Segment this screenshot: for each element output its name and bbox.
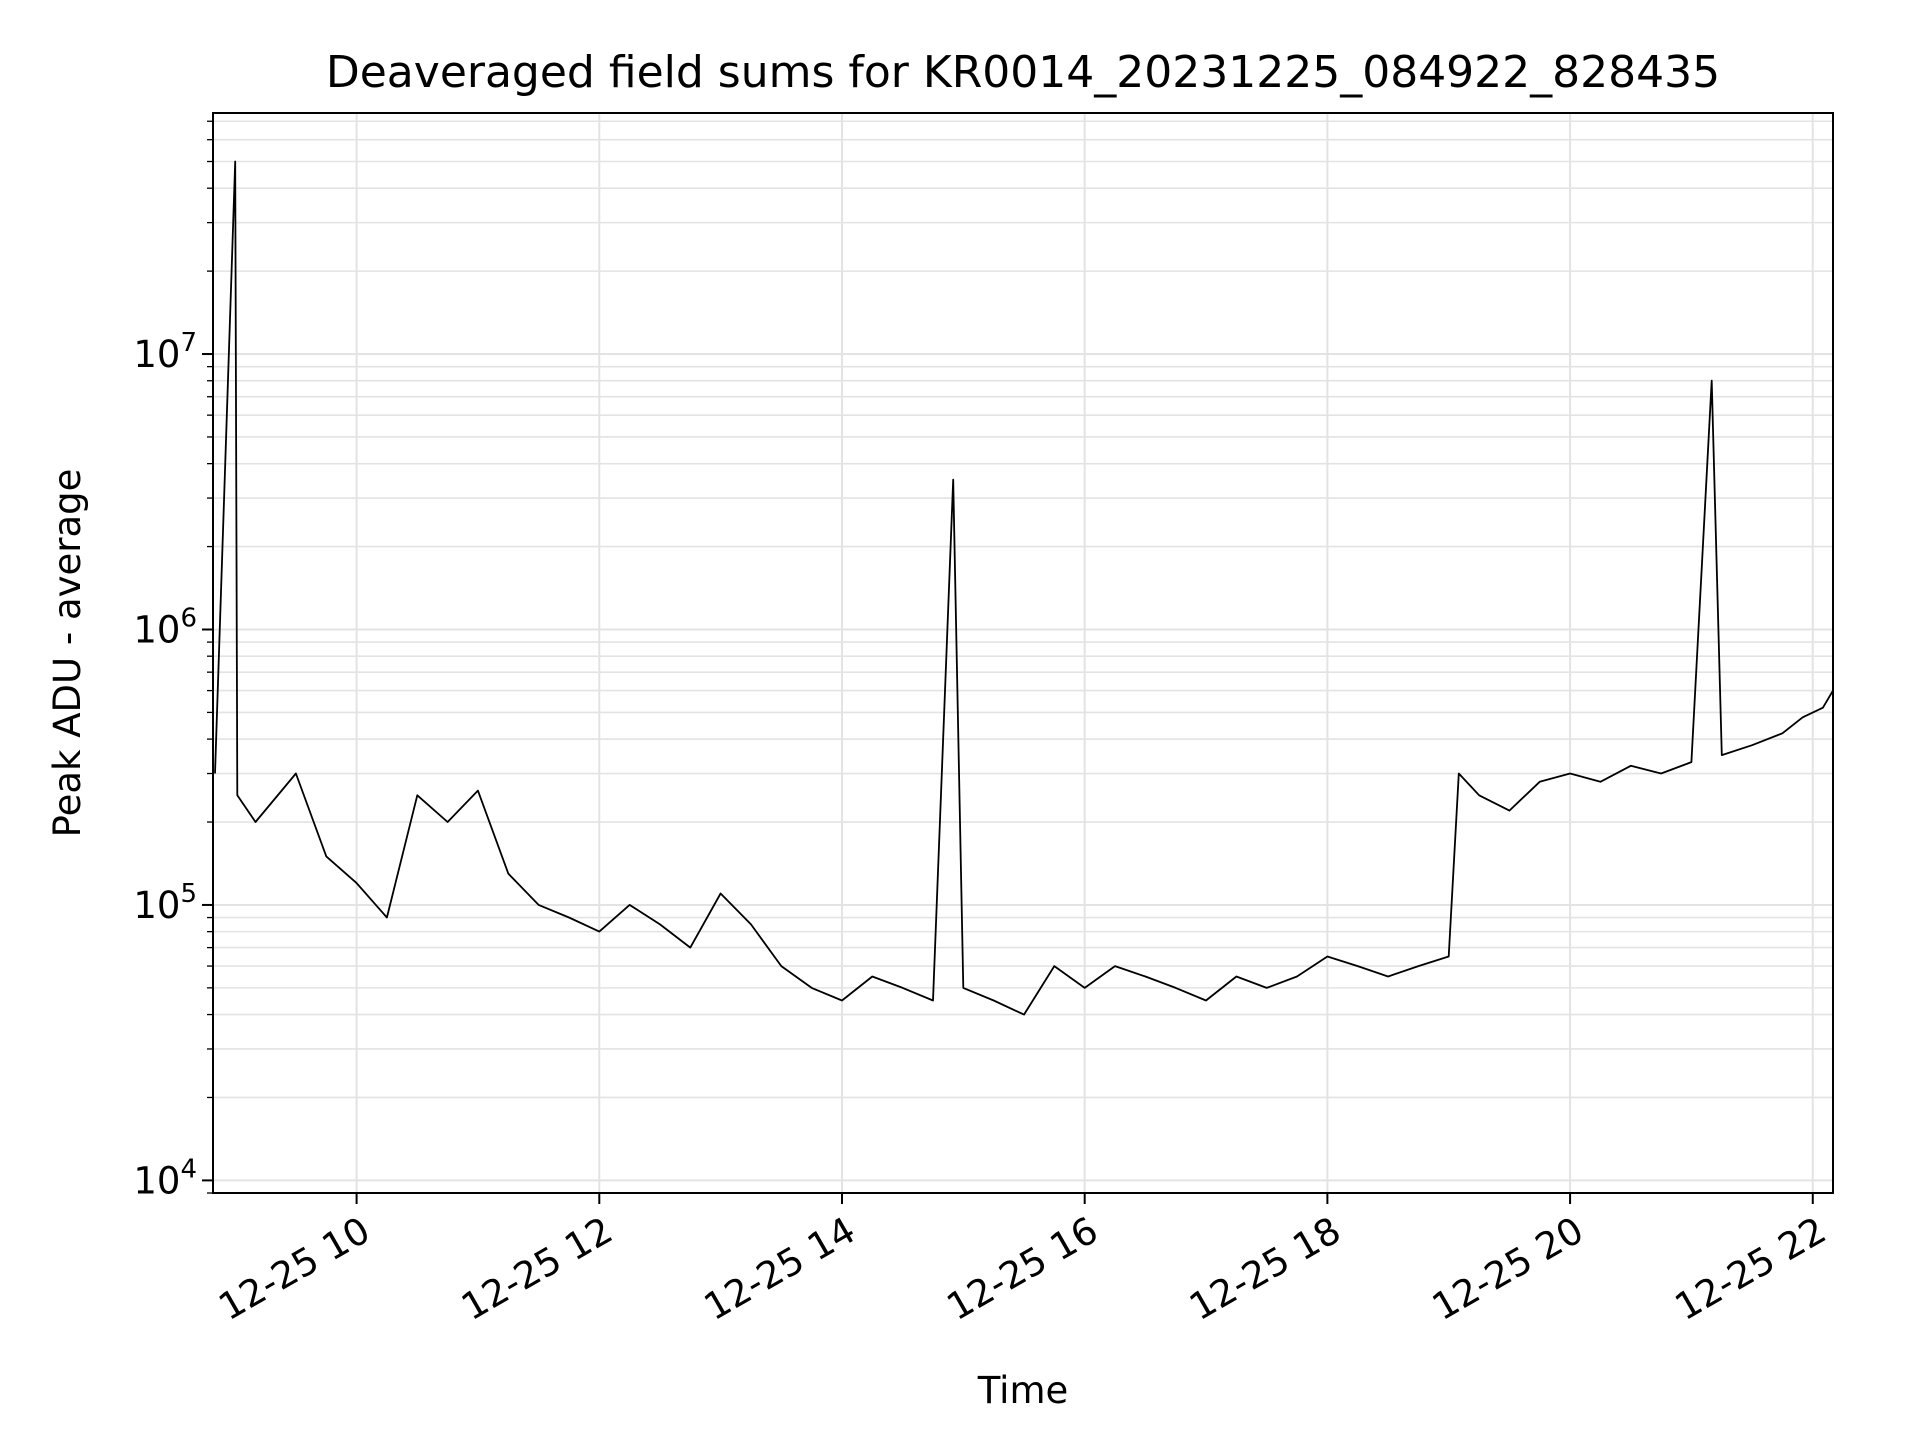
y-axis-label: Peak ADU - average (46, 469, 89, 838)
plot-frame (212, 112, 1834, 1194)
y-tick-label: 107 (133, 328, 197, 376)
y-tick-label: 104 (133, 1154, 197, 1202)
series-line (214, 160, 1834, 1016)
chart-title: Deaveraged field sums for KR0014_2023122… (326, 47, 1720, 98)
y-tick-label: 106 (133, 603, 197, 651)
x-axis-label: Time (977, 1369, 1069, 1412)
series-layer (214, 160, 1834, 1016)
y-tick-label: 105 (133, 879, 197, 927)
grid (213, 113, 1833, 1194)
